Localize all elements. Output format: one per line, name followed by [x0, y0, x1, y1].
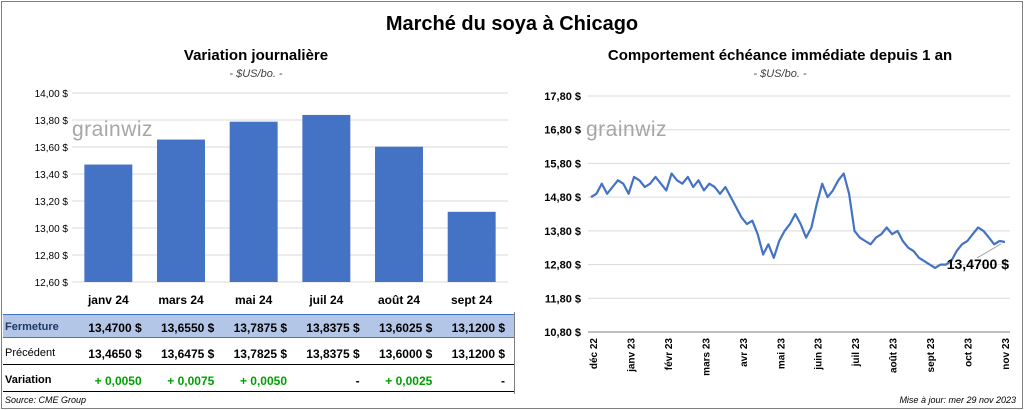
y-tick-label: 12,60 $	[35, 278, 69, 289]
y-tick-label: 14,00 $	[35, 89, 69, 100]
table-cell: 13,8375 $	[306, 347, 360, 361]
table-cell: 13,7875 $	[233, 321, 287, 335]
y-tick-label: 16,80 $	[544, 125, 581, 137]
table-row-variation: Variation + 0,0050 + 0,0075 + 0,0050 - + 0,0…	[3, 368, 514, 392]
y-tick-label: 11,80 $	[545, 293, 581, 305]
watermark-right: grainwiz	[586, 118, 668, 141]
row-label: Fermeture	[5, 321, 59, 333]
row-label: Précédent	[5, 347, 56, 359]
table-cell: 13,6025 $	[378, 321, 433, 335]
bar-chart: 12,60 $ 12,80 $ 13,00 $ 13,20 $ 13,40 $ 13,60…	[35, 89, 508, 307]
table-cell: -	[355, 374, 360, 388]
y-tick-label: 13,40 $	[35, 170, 69, 181]
x-category-label: sept 24	[451, 293, 493, 307]
table-cell: 13,6000 $	[378, 347, 433, 361]
page-title: Marché du soya à Chicago	[385, 13, 639, 35]
source-note: Source: CME Group	[5, 395, 87, 405]
table-cell: + 0,0050	[94, 374, 142, 388]
bar	[302, 114, 351, 282]
row-label: Variation	[5, 374, 52, 386]
bar	[157, 139, 205, 282]
x-tick-label: déc 22	[589, 338, 600, 370]
y-tick-label: 15,80 $	[544, 158, 581, 170]
y-tick-label: 17,80 $	[544, 91, 581, 103]
last-value-label: 13,4700 $	[947, 256, 1009, 272]
table-cell: 13,4700 $	[88, 321, 142, 335]
x-category-label: mars 24	[158, 293, 204, 307]
x-category-label: août 24	[378, 293, 420, 307]
table-cell: 13,1200 $	[451, 347, 505, 361]
table-cell: + 0,0025	[385, 374, 433, 388]
bar	[447, 211, 496, 282]
bar-chart-title: Variation journalière	[183, 47, 329, 64]
x-tick-label: août 23	[889, 338, 900, 373]
table-row-fermeture: Fermeture 13,4700 $ 13,6550 $ 13,7875 $ 13,…	[3, 314, 514, 338]
bar	[229, 121, 278, 282]
y-tick-label: 10,80 $	[544, 327, 581, 339]
y-tick-label: 14,80 $	[544, 192, 581, 204]
line-chart: 10,80 $ 11,80 $ 12,80 $ 13,80 $ 14,80 $ 15,80…	[544, 91, 1012, 376]
table-cell: 13,8375 $	[306, 321, 360, 335]
x-tick-label: févr 23	[664, 338, 675, 371]
last-value-leader	[976, 243, 1002, 259]
table-cell: 13,1200 $	[451, 321, 505, 335]
x-tick-label: janv 23	[626, 338, 637, 373]
y-tick-label: 13,60 $	[35, 143, 69, 154]
table-row-precedent: Précédent 13,4650 $ 13,6475 $ 13,7825 $ 13,…	[3, 341, 514, 365]
table-cell: 13,7825 $	[233, 347, 287, 361]
y-tick-label: 13,80 $	[544, 226, 581, 238]
table-cell: 13,6550 $	[160, 321, 215, 335]
bar	[84, 164, 133, 282]
table-cell: 13,4650 $	[88, 347, 142, 361]
watermark-left: grainwiz	[72, 118, 154, 141]
y-tick-label: 12,80 $	[35, 251, 69, 262]
bar	[375, 146, 423, 282]
table-cell: + 0,0050	[239, 374, 287, 388]
y-tick-label: 13,20 $	[35, 197, 69, 208]
y-tick-label: 12,80 $	[544, 260, 581, 272]
x-tick-label: mai 23	[776, 338, 787, 370]
x-tick-label: mars 23	[701, 338, 712, 376]
x-category-label: juil 24	[308, 293, 343, 307]
series-line	[590, 172, 1006, 269]
table-cell: 13,6475 $	[160, 347, 215, 361]
x-category-label: mai 24	[235, 293, 273, 307]
x-category-label: janv 24	[87, 293, 129, 307]
x-tick-label: juil 23	[851, 338, 862, 368]
x-tick-label: juin 23	[814, 338, 825, 371]
update-note: Mise à jour: mer 29 nov 2023	[899, 395, 1016, 405]
line-chart-title: Comportement échéance immédiate depuis 1…	[607, 47, 953, 64]
x-tick-label: nov 23	[1001, 338, 1012, 370]
y-tick-label: 13,80 $	[35, 116, 69, 127]
line-chart-subtitle: - $US/bo. -	[753, 68, 807, 80]
table-cell: -	[501, 374, 505, 388]
x-tick-label: sept 23	[926, 338, 937, 373]
x-tick-label: oct 23	[964, 338, 975, 367]
y-tick-label: 13,00 $	[35, 224, 69, 235]
table-cell: + 0,0075	[167, 374, 215, 388]
table-divider	[514, 312, 515, 394]
bar-chart-subtitle: - $US/bo. -	[229, 68, 283, 80]
x-tick-label: avr 23	[739, 338, 750, 367]
